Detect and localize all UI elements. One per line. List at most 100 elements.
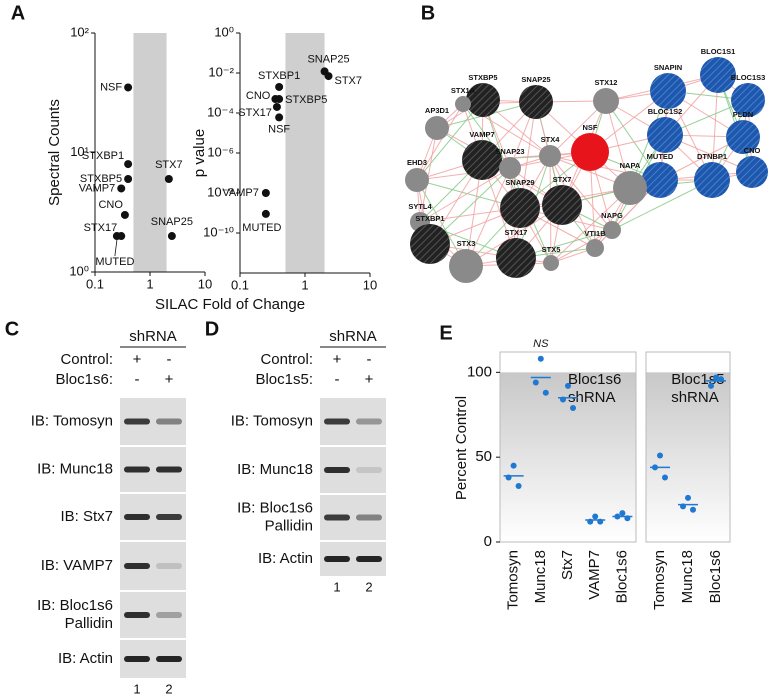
y-tick-label: 10⁰ (69, 263, 89, 278)
node-label: SNAP23 (495, 147, 524, 156)
condition-label: Bloc1s6: (55, 371, 113, 388)
point-label: STX17 (84, 222, 118, 234)
data-point (120, 210, 129, 219)
row-label: IB: Stx7 (60, 508, 113, 525)
data-point (275, 113, 284, 122)
y-tick-label: 10⁻² (208, 64, 234, 79)
panel-label: D (205, 318, 219, 340)
network-node (449, 249, 483, 283)
y-tick-label: 10⁰ (214, 24, 234, 39)
edge (611, 179, 713, 231)
data-point (124, 160, 133, 169)
network-node (462, 140, 502, 180)
point-label: STXBP5 (285, 94, 327, 106)
row-label: IB: Tomosyn (31, 412, 113, 429)
network-node (731, 83, 765, 117)
blot-band (356, 418, 382, 425)
node-label: SNAP29 (505, 178, 534, 187)
network-node (700, 57, 736, 93)
panel-label: B (421, 2, 435, 24)
network-node (410, 224, 450, 264)
replicate-dot (708, 382, 714, 389)
x-tick-label: 10 (198, 276, 212, 291)
y-tick-label: 10⁻¹⁰ (203, 224, 234, 239)
plot-title: shRNA (671, 389, 719, 406)
x-tick-label: Tomosyn (505, 550, 522, 610)
condition-sign: - (335, 371, 340, 388)
y-axis-title: Percent Control (453, 396, 470, 500)
replicate-dot (685, 494, 691, 501)
x-axis-title: SILAC Fold of Change (155, 296, 305, 313)
network-node (499, 157, 521, 179)
lane-number: 1 (133, 681, 140, 696)
point-label: STX7 (155, 159, 183, 171)
node-label: MUTED (647, 152, 674, 161)
condition-sign: - (367, 351, 372, 368)
condition-sign: + (365, 371, 374, 388)
node-label: DTNBP1 (697, 152, 727, 161)
network-node (736, 156, 768, 188)
row-label: IB: Actin (258, 550, 313, 567)
panel-label: A (11, 2, 25, 24)
condition-label: Bloc1s5: (255, 371, 313, 388)
data-point (261, 189, 270, 197)
x-tick-label: 10 (363, 277, 377, 292)
replicate-dot (592, 513, 599, 520)
node-label: SNAPIN (654, 63, 682, 72)
network-node (593, 88, 619, 114)
plot-frame (645, 351, 731, 543)
point-label: MUTED (242, 222, 281, 234)
blot-band (324, 556, 350, 562)
row-label: IB: Munc18 (37, 460, 113, 477)
blot-header: shRNA (329, 328, 377, 345)
point-label: NSF (100, 81, 122, 93)
y-tick-label: 50 (475, 448, 492, 465)
point-label: NSF (268, 123, 290, 135)
condition-sign: + (165, 371, 174, 388)
replicate-dot (542, 389, 549, 396)
edge (549, 100, 607, 157)
row-label: Pallidin (265, 517, 313, 534)
replicate-dot (515, 483, 522, 490)
blot-band (356, 467, 382, 473)
point-label: SNAP25 (151, 216, 193, 228)
replicate-dot (565, 382, 571, 389)
row-label: Pallidin (65, 615, 113, 632)
x-tick-label: Munc18 (679, 550, 696, 603)
node-label: PLDN (733, 110, 753, 119)
node-label: STX3 (457, 239, 476, 248)
plot-frame (499, 351, 637, 543)
y-axis-title: Spectral Counts (46, 99, 63, 206)
x-tick-label: 0.1 (231, 277, 249, 292)
blot-band (124, 418, 150, 425)
replicate-dot (713, 374, 719, 381)
blot-band (324, 418, 350, 425)
threshold-band (285, 33, 325, 273)
point-label: STX17 (238, 107, 272, 119)
y-axis-title: p value (191, 129, 208, 177)
node-label: NAPG (601, 211, 623, 220)
network-node (586, 239, 604, 257)
network-node (642, 162, 678, 198)
point-label: CNO (246, 90, 271, 102)
data-point (275, 82, 284, 91)
replicate-dot (662, 474, 668, 481)
y-tick-label: 0 (484, 533, 492, 550)
blot-band (124, 563, 150, 569)
blot-band (156, 656, 182, 662)
lane-number: 2 (165, 681, 172, 696)
replicate-dot (657, 452, 663, 459)
y-tick-label: 10⁻⁴ (207, 104, 234, 119)
point-label: MUTED (95, 256, 134, 268)
annotation: NS (533, 338, 549, 350)
replicate-dot (532, 379, 539, 386)
point-label: SNAP25 (307, 53, 349, 65)
data-point (124, 83, 133, 92)
network-node (694, 162, 730, 198)
edge (416, 103, 464, 181)
node-label: SYTL4 (408, 202, 432, 211)
replicate-dot (619, 510, 626, 517)
network-node (650, 73, 686, 109)
node-label: NSF (583, 123, 598, 132)
